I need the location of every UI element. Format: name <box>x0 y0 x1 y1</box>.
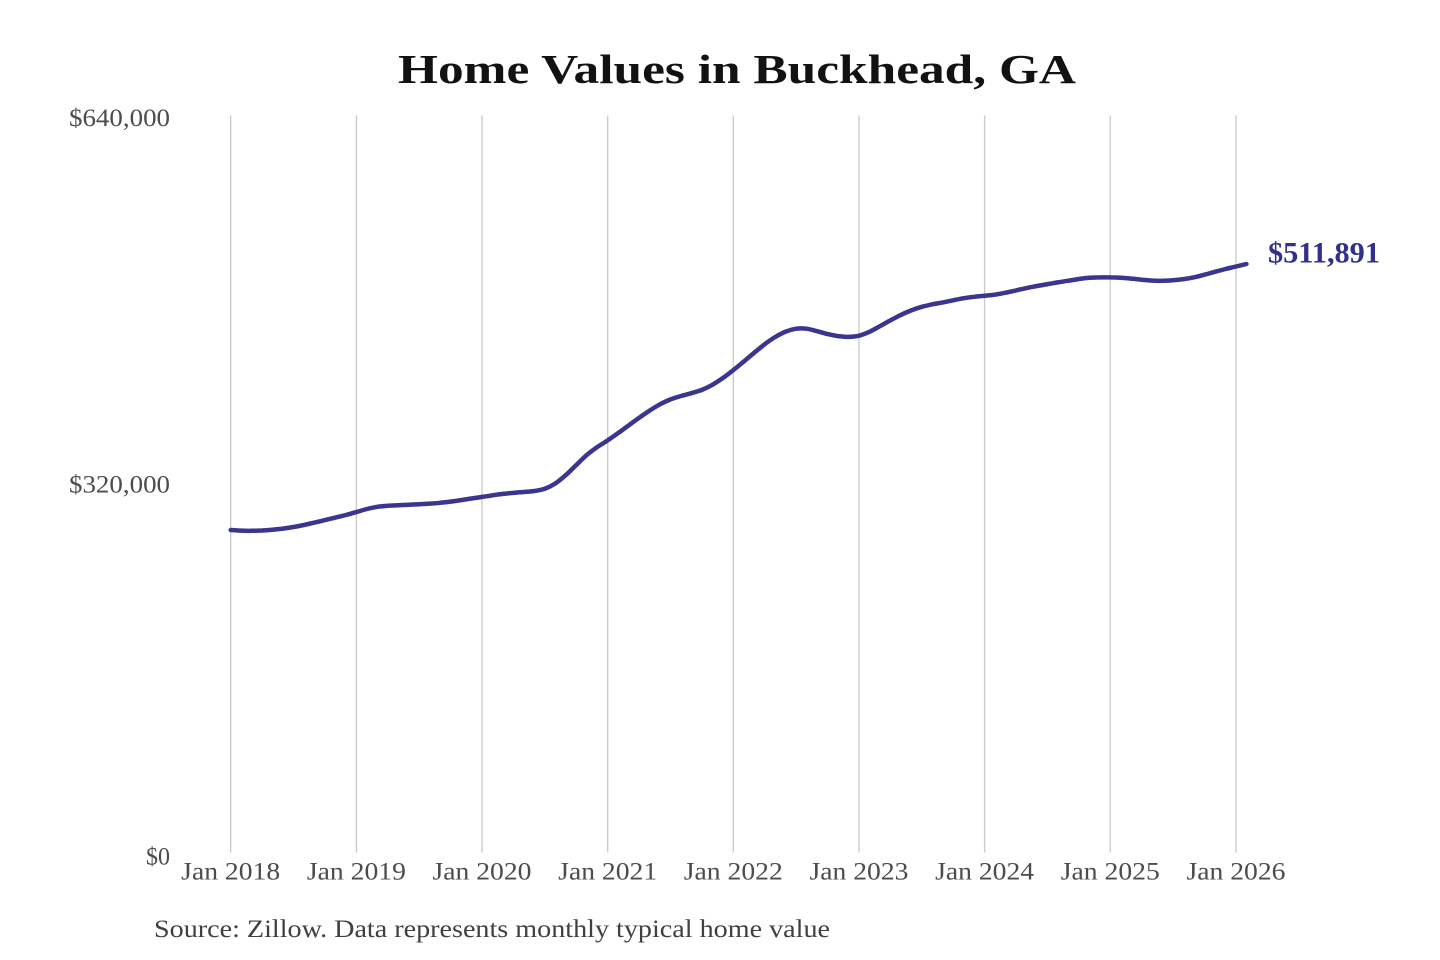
svg-text:$640,000: $640,000 <box>69 105 170 132</box>
svg-text:Jan 2018: Jan 2018 <box>181 859 280 886</box>
svg-text:Jan 2024: Jan 2024 <box>935 859 1035 886</box>
svg-text:Jan 2023: Jan 2023 <box>810 859 909 886</box>
svg-text:Home Values in Buckhead, GA: Home Values in Buckhead, GA <box>398 46 1076 92</box>
svg-text:$320,000: $320,000 <box>69 472 170 499</box>
svg-text:Jan 2022: Jan 2022 <box>684 859 783 886</box>
svg-text:$511,891: $511,891 <box>1268 237 1380 270</box>
svg-text:Source: Zillow. Data represent: Source: Zillow. Data represents monthly … <box>154 916 830 943</box>
svg-text:Jan 2021: Jan 2021 <box>558 859 657 886</box>
svg-text:Jan 2020: Jan 2020 <box>433 859 532 886</box>
svg-text:Jan 2026: Jan 2026 <box>1187 859 1286 886</box>
svg-text:Jan 2025: Jan 2025 <box>1061 859 1160 886</box>
svg-text:$0: $0 <box>146 844 170 871</box>
svg-text:Jan 2019: Jan 2019 <box>307 859 406 886</box>
